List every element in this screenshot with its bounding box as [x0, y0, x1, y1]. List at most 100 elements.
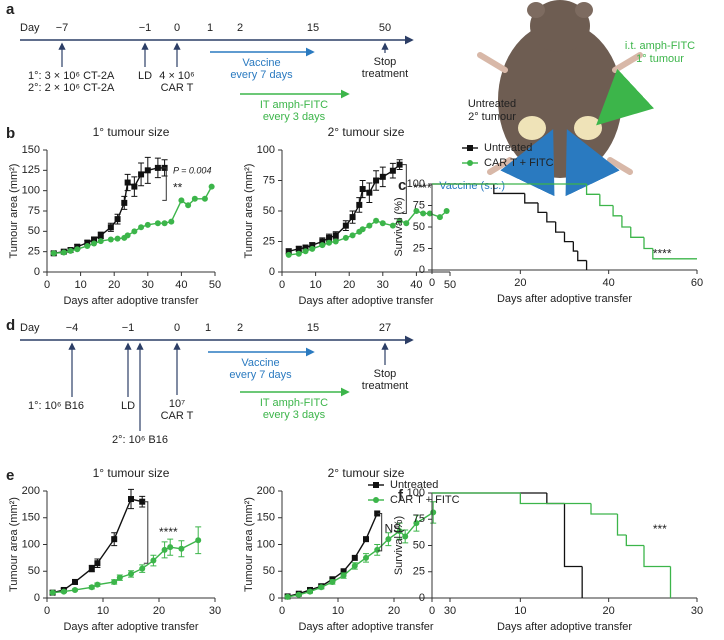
- marker: [351, 562, 358, 569]
- marker: [340, 572, 347, 579]
- marker: [403, 220, 410, 227]
- chart-title: 1° tumour size: [93, 466, 170, 480]
- marker: [161, 220, 168, 227]
- marker: [389, 222, 396, 229]
- marker: [443, 208, 450, 214]
- marker: [363, 536, 369, 543]
- marker: [373, 177, 380, 184]
- timeline-tick: 1: [205, 322, 211, 334]
- timeline-tick: −1: [122, 322, 135, 334]
- marker: [363, 554, 369, 561]
- fitc-label: IT amph-FITC: [260, 397, 328, 409]
- y-tick-label: 75: [263, 174, 275, 186]
- timeline-tick: −1: [139, 22, 152, 34]
- legend-marker: [467, 145, 473, 151]
- illustration-label: i.t. amph-FITC: [625, 40, 695, 52]
- x-tick-label: 40: [410, 279, 422, 291]
- illustration-label: Vaccine (s.c.): [439, 180, 505, 192]
- event-label: 2°: 2 × 10⁶ CT-2A: [28, 82, 115, 94]
- marker: [318, 584, 325, 591]
- event-label: Stop: [374, 368, 397, 380]
- marker: [309, 245, 316, 252]
- marker: [201, 195, 208, 202]
- marker: [359, 186, 366, 193]
- marker: [138, 171, 145, 178]
- marker: [374, 510, 381, 517]
- marker: [131, 228, 138, 235]
- y-tick-label: 100: [407, 487, 425, 499]
- marker: [121, 199, 128, 206]
- marker: [154, 220, 161, 227]
- survival-step: [563, 503, 583, 568]
- marker: [60, 588, 67, 595]
- marker: [342, 234, 349, 241]
- marker: [97, 232, 104, 239]
- marker: [374, 546, 381, 553]
- y-axis-label: Survival (%): [393, 516, 405, 575]
- survival-step: [546, 493, 565, 505]
- x-tick-label: 30: [142, 279, 154, 291]
- vaccine-label: Vaccine: [242, 57, 280, 69]
- marker: [307, 588, 313, 595]
- marker: [185, 202, 192, 209]
- x-axis-label: Days after adoptive transfer: [497, 293, 632, 305]
- x-tick-label: 0: [279, 279, 285, 291]
- marker: [178, 197, 185, 204]
- x-tick-label: 20: [108, 279, 120, 291]
- x-tick-label: 30: [209, 605, 221, 617]
- y-tick-label: 100: [22, 185, 40, 197]
- marker: [124, 232, 131, 239]
- vaccine-label: Vaccine: [241, 357, 279, 369]
- marker: [295, 250, 302, 257]
- marker: [107, 224, 114, 231]
- annotation: P = 0.004: [173, 166, 211, 176]
- legend-marker: [467, 160, 473, 166]
- marker: [396, 161, 403, 168]
- marker: [97, 238, 104, 245]
- marker: [139, 565, 146, 572]
- panel-label: f: [398, 487, 404, 504]
- panel-label: e: [6, 467, 14, 484]
- marker: [326, 239, 333, 246]
- marker: [413, 520, 420, 527]
- significance-bracket: [143, 501, 149, 564]
- survival-step: [590, 503, 618, 515]
- event-label: 10⁷: [169, 398, 185, 410]
- x-axis-label: Days after adoptive transfer: [298, 295, 433, 307]
- marker: [72, 578, 78, 585]
- timeline-tick: 0: [174, 322, 180, 334]
- y-tick-label: 150: [22, 144, 40, 156]
- event-label: 2°: 10⁶ B16: [112, 434, 168, 446]
- x-axis-label: Days after adoptive transfer: [298, 621, 433, 633]
- y-tick-label: 25: [263, 235, 275, 247]
- marker: [91, 240, 98, 247]
- x-tick-label: 60: [691, 277, 703, 289]
- marker: [284, 593, 291, 600]
- y-tick-label: 25: [413, 566, 425, 578]
- marker: [191, 195, 198, 202]
- survival-step: [572, 241, 578, 252]
- y-tick-label: 100: [407, 178, 425, 190]
- marker: [144, 167, 151, 174]
- timeline-tick: 15: [307, 22, 319, 34]
- survival-step: [524, 193, 538, 204]
- timeline-tick: 15: [307, 322, 319, 334]
- marker: [114, 235, 121, 242]
- y-axis-label: Tumour area (mm²): [243, 164, 255, 259]
- annotation: **: [173, 180, 183, 194]
- marker: [366, 189, 373, 196]
- marker: [88, 565, 95, 572]
- survival-step: [537, 202, 547, 214]
- timeline-tick: 2: [237, 322, 243, 334]
- x-axis-label: Days after adoptive transfer: [63, 621, 198, 633]
- marker: [178, 545, 185, 552]
- survival-step: [555, 221, 565, 233]
- x-tick-label: 50: [209, 279, 221, 291]
- event-label: CAR T: [161, 82, 194, 94]
- x-tick-label: 20: [343, 279, 355, 291]
- survival-step: [625, 535, 644, 547]
- marker: [144, 221, 151, 228]
- annotation: ****: [653, 247, 672, 261]
- x-tick-label: 40: [175, 279, 187, 291]
